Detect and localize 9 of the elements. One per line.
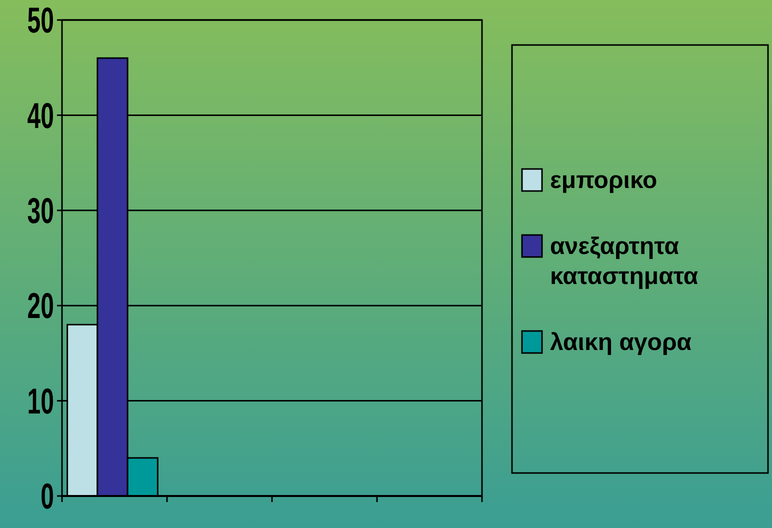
y-tick-label: 30 [27, 191, 54, 232]
y-tick-label: 10 [27, 382, 54, 422]
legend-label: εμπορικο [550, 167, 658, 194]
y-tick-label: 0 [40, 476, 54, 517]
y-tick-label: 40 [27, 96, 54, 136]
y-tick-label: 50 [27, 0, 54, 41]
y-tick-label: 20 [27, 286, 54, 326]
legend-label: ανεξαρτητα καταστηματα [550, 233, 698, 290]
legend-label: λαικη αγορα [550, 329, 692, 356]
